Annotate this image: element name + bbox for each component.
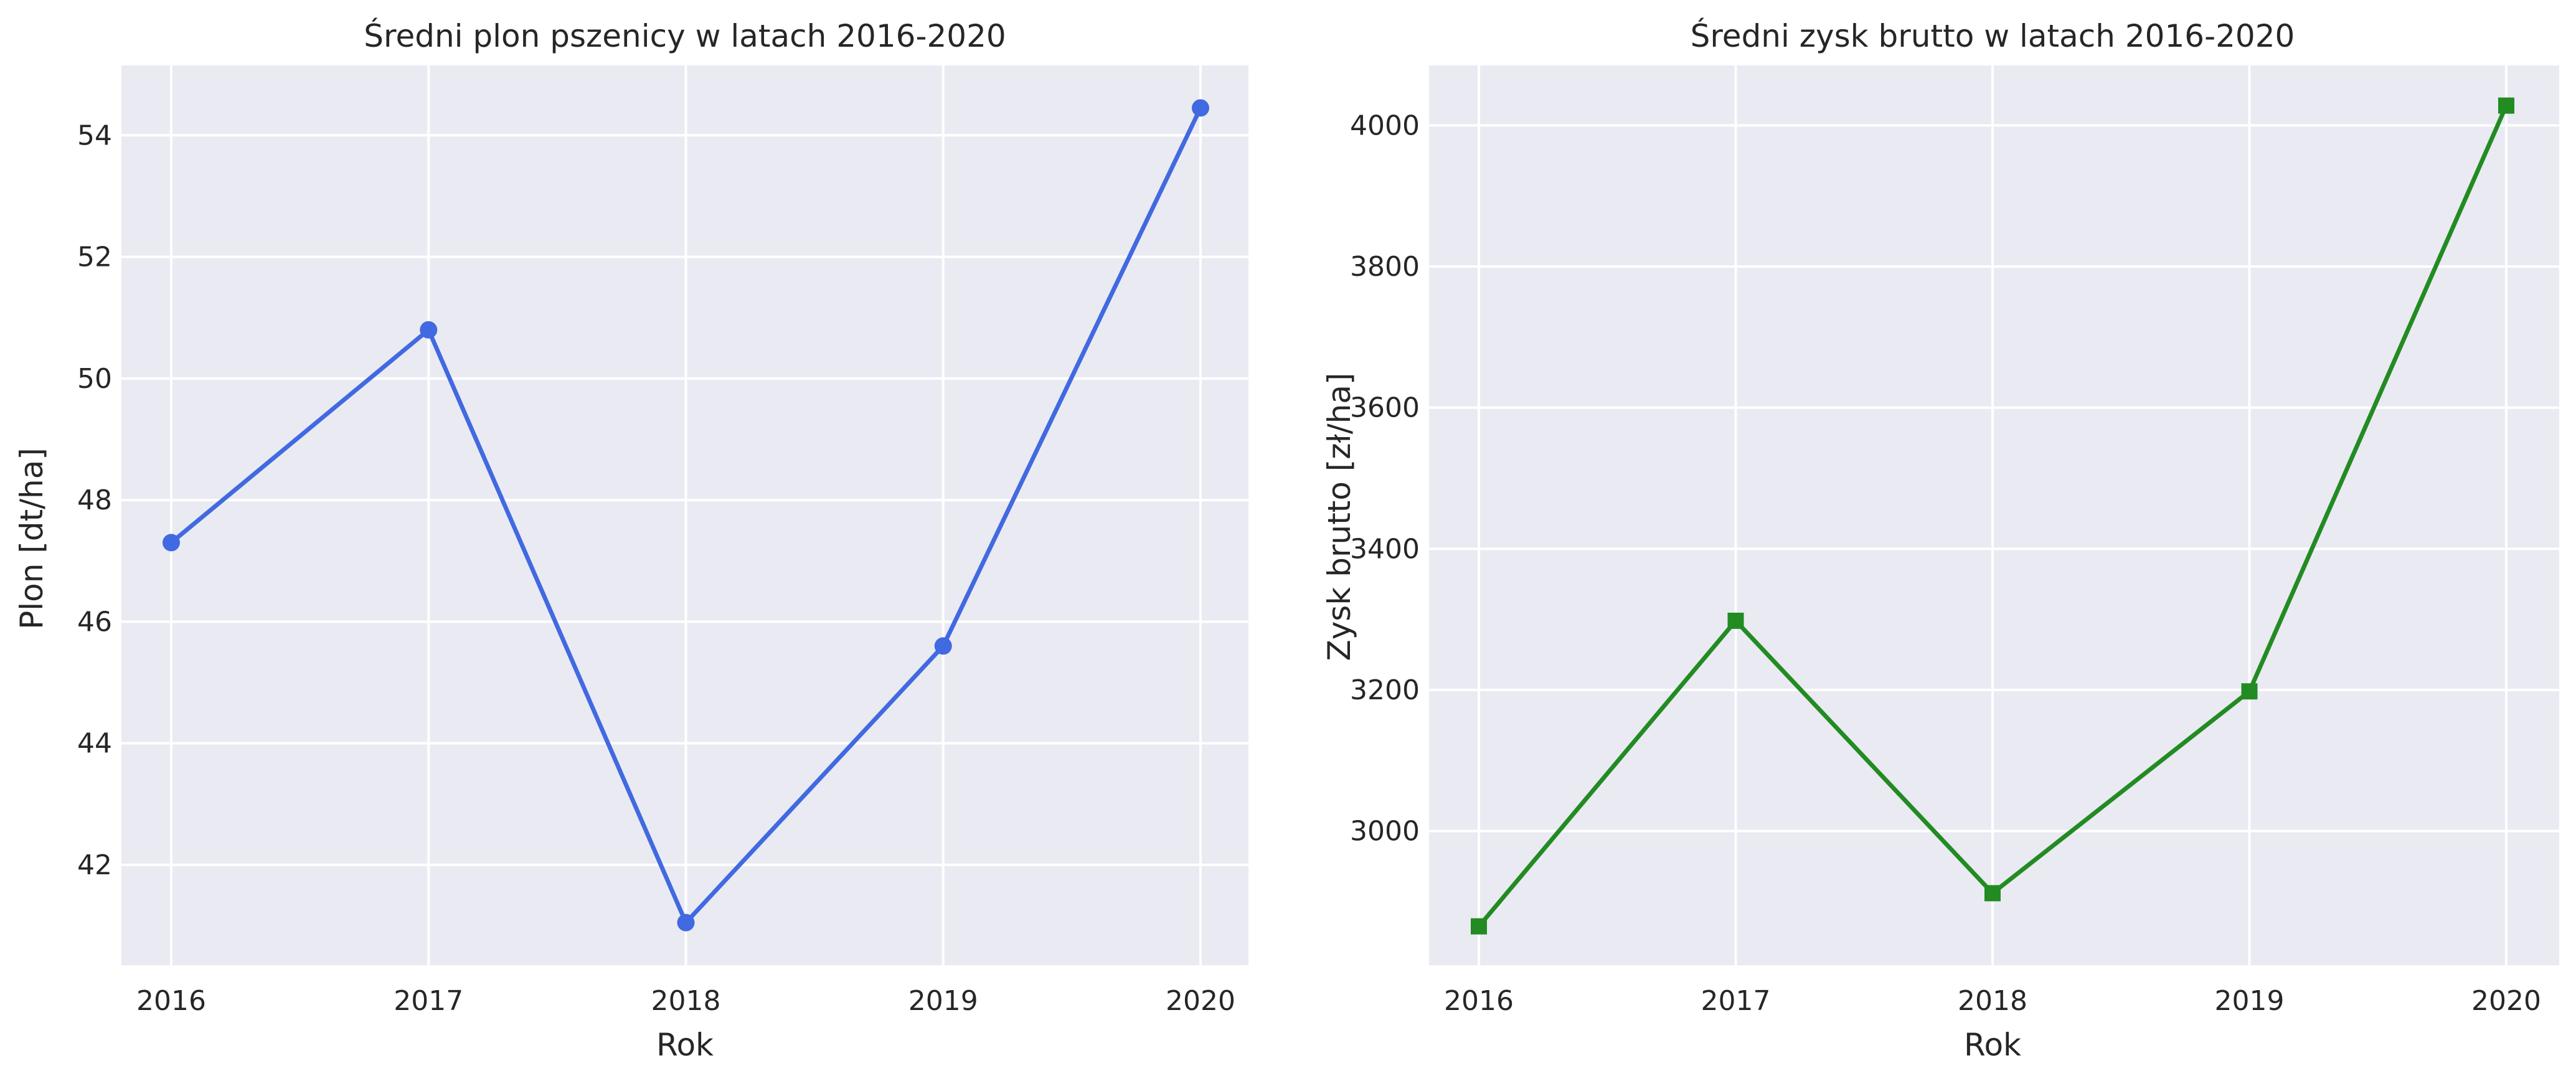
x-axis-label: Rok (656, 1027, 714, 1063)
y-tick-label: 3600 (1350, 392, 1420, 424)
data-point (1471, 918, 1487, 935)
profit-chart: 2016 2017 2018 2019 2020 3000 3200 3400 3600 3800… (1321, 17, 2559, 1063)
x-axis-label: Rok (1964, 1027, 2021, 1063)
y-axis-label: Zysk brutto [zł/ha] (1321, 372, 1357, 661)
y-tick-label: 48 (77, 484, 112, 516)
y-axis-label: Plon [dt/ha] (14, 448, 50, 630)
gridlines (1429, 65, 2559, 965)
x-tick-label: 2017 (394, 985, 463, 1017)
gridlines (121, 65, 1248, 965)
x-tick-label: 2020 (2471, 985, 2541, 1017)
yield-chart: 2016 2017 2018 2019 2020 42 44 46 48 50 52 54 Średn… (14, 17, 1248, 1063)
x-tick-label: 2018 (1958, 985, 2027, 1017)
y-tick-label: 4000 (1350, 110, 1420, 141)
y-tick-label: 3800 (1350, 251, 1420, 283)
chart-title: Średni plon pszenicy w latach 2016-2020 (364, 17, 1006, 54)
x-tick-label: 2019 (2215, 985, 2285, 1017)
x-tick-label: 2016 (136, 985, 206, 1017)
y-tick-label: 52 (77, 242, 112, 273)
data-point (677, 913, 695, 932)
data-point (934, 637, 952, 655)
data-point (2498, 97, 2514, 114)
data-point (1984, 885, 2001, 902)
y-tick-label: 44 (77, 728, 112, 760)
x-tick-label: 2018 (651, 985, 721, 1017)
data-point (163, 534, 180, 552)
y-tick-label: 3200 (1350, 674, 1420, 706)
yield-series (163, 99, 1209, 932)
data-point (1727, 612, 1744, 629)
x-tick-label: 2020 (1166, 985, 1235, 1017)
data-point (2241, 683, 2258, 700)
x-tick-label: 2016 (1444, 985, 1514, 1017)
profit-series (1471, 97, 2514, 935)
y-tick-label: 42 (77, 849, 112, 881)
plot-area (1429, 65, 2559, 965)
y-tick-label: 50 (77, 363, 112, 395)
chart-title: Średni zysk brutto w latach 2016-2020 (1691, 17, 2295, 54)
data-point (420, 321, 438, 339)
y-tick-label: 54 (77, 120, 112, 151)
x-tick-label: 2019 (908, 985, 978, 1017)
y-tick-label: 3000 (1350, 816, 1420, 847)
x-tick-label: 2017 (1701, 985, 1771, 1017)
y-tick-label: 3400 (1350, 533, 1420, 565)
y-tick-label: 46 (77, 606, 112, 638)
data-point (1192, 99, 1209, 117)
tick-labels: 2016 2017 2018 2019 2020 3000 3200 3400 3600 3800… (1350, 110, 2541, 1017)
tick-labels: 2016 2017 2018 2019 2020 42 44 46 48 50 52 54 (77, 120, 1235, 1017)
